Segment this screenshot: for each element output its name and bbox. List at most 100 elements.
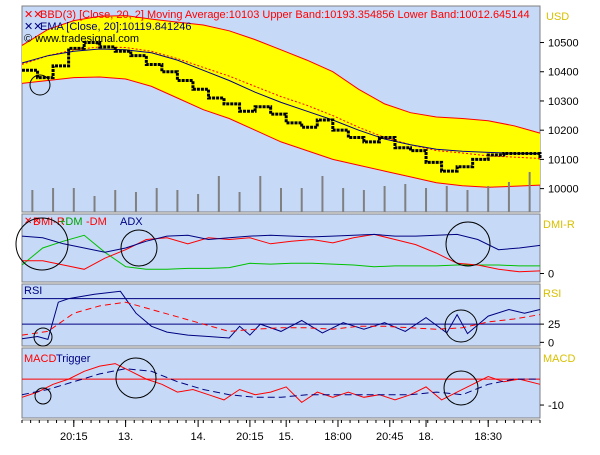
- macd-line: [21, 363, 541, 404]
- rsi-panel-background: [21, 283, 541, 347]
- ema-marker-icon: ✕✕: [24, 21, 42, 33]
- volume-bar: [114, 190, 117, 212]
- legend-macd: MACD: [24, 353, 56, 365]
- volume-bar: [404, 184, 407, 212]
- volume-bar: [321, 176, 324, 212]
- dmi-marker-icon: ✕✕: [24, 216, 41, 227]
- dmi-series-plusdm: [21, 234, 540, 270]
- indicator-title-line2: EMA [Close, 20]:10119.841246: [40, 21, 191, 33]
- dmi-panel: 0 ✕✕ DMI-R +DM -DM ADX DMI-R: [21, 213, 575, 283]
- volume-bars: [31, 172, 531, 212]
- annotation-circle: [115, 357, 157, 399]
- volume-bar: [72, 188, 75, 212]
- macd-y-axis: -10: [540, 400, 564, 412]
- dmi-panel-label: DMI-R: [543, 219, 575, 231]
- y-tick-label: 0: [548, 337, 554, 349]
- volume-bar: [155, 188, 158, 212]
- legend-minus-dm: -DM: [86, 216, 107, 228]
- volume-bar: [528, 172, 531, 212]
- rsi-y-axis: 0 25: [540, 319, 560, 349]
- x-tick-label: 18:00: [324, 431, 352, 443]
- dmi-y-axis: 0: [540, 269, 554, 281]
- legend-adx: ADX: [120, 216, 143, 228]
- x-tick-label: 15.: [279, 431, 294, 443]
- legend-trigger: Trigger: [56, 353, 91, 365]
- volume-bar: [445, 186, 448, 212]
- volume-bar: [197, 194, 200, 212]
- annotation-circle: [29, 74, 51, 96]
- annotation-circle: [34, 387, 52, 405]
- volume-bar: [93, 196, 96, 212]
- x-tick-label: 18.: [418, 431, 433, 443]
- indicator-title-line1: BBD(3) [Close, 20, 2] Moving Average:101…: [40, 9, 530, 21]
- y-tick-label: 10400: [548, 67, 579, 79]
- annotation-circle: [15, 217, 69, 271]
- y-tick-label: 10500: [548, 38, 579, 50]
- rsi-line: [21, 290, 541, 341]
- price-panel: 10000 10100 10200 10300 10400 10500 ✕✕ BBD(3)…: [21, 5, 579, 213]
- macd-panel-background: [21, 347, 541, 419]
- volume-bar: [217, 176, 220, 212]
- indicator-title: ✕✕ BBD(3) [Close, 20, 2] Moving Average:…: [24, 9, 530, 45]
- indicator-marker-icon: ✕✕: [24, 9, 42, 21]
- x-tick-label: 20:15: [236, 431, 264, 443]
- annotation-circle: [445, 221, 491, 267]
- rsi-lines: [21, 290, 541, 341]
- volume-bar: [176, 190, 179, 212]
- rsi-panel-label: RSI: [543, 288, 561, 300]
- y-tick-label: 0: [548, 269, 554, 281]
- macd-panel-label: MACD: [543, 353, 575, 365]
- trigger-line: [21, 368, 540, 398]
- y-tick-label: 10300: [548, 96, 579, 108]
- volume-bar: [362, 190, 365, 212]
- dmi-series-minusdm: [22, 233, 541, 273]
- legend-plus-dm: +DM: [59, 216, 83, 228]
- legend-rsi: RSI: [24, 285, 42, 297]
- volume-bar: [466, 190, 469, 212]
- macd-lines: [21, 363, 541, 404]
- volume-bar: [238, 192, 241, 212]
- annotation-circle: [33, 327, 53, 347]
- rsi-signal-line: [21, 301, 541, 336]
- price-unit-label: USD: [546, 11, 569, 23]
- lower-band-line: [21, 76, 541, 188]
- y-tick-label: 10000: [548, 184, 579, 196]
- y-tick-label: 10100: [548, 154, 579, 166]
- annotation-circles: [15, 74, 491, 406]
- x-axis: 20:15 13. 14. 20:15 15. 18:00 20:45 18. 18:30: [21, 419, 541, 443]
- dmi-series-adx: [21, 233, 541, 253]
- volume-bar: [259, 176, 262, 212]
- x-tick-label: 20:45: [376, 431, 404, 443]
- annotation-circle: [443, 370, 479, 406]
- price-lines: [21, 15, 542, 188]
- volume-bar: [425, 188, 428, 212]
- volume-bar: [342, 188, 345, 212]
- rsi-panel: 0 25 RSI RSI: [21, 283, 561, 349]
- volume-bar: [300, 188, 303, 212]
- volume-bar: [280, 188, 282, 212]
- volume-bar: [52, 188, 55, 212]
- bollinger-band-fill: [22, 15, 540, 188]
- upper-band-line: [21, 15, 541, 134]
- annotation-circle: [444, 309, 478, 343]
- volume-bar: [487, 186, 490, 212]
- watermark: © www.tradesignal.com: [24, 33, 139, 45]
- dmi-panel-background: [21, 213, 541, 283]
- x-tick-label: 13.: [118, 431, 133, 443]
- dmi-lines: [21, 233, 541, 273]
- y-tick-label: 25: [548, 319, 560, 331]
- volume-bar: [31, 190, 34, 212]
- close-price-line: [22, 41, 542, 173]
- legend-dmi-r: DMI-R: [33, 216, 65, 228]
- volume-bar: [383, 186, 386, 212]
- macd-panel: -10 MACD Trigger MACD: [21, 347, 575, 419]
- x-tick-label: 14.: [190, 431, 205, 443]
- y-tick-label: 10200: [548, 125, 579, 137]
- price-y-axis: 10000 10100 10200 10300 10400 10500: [540, 38, 579, 196]
- x-tick-label: 18:30: [474, 431, 502, 443]
- annotation-circle: [120, 229, 158, 267]
- x-tick-label: 20:15: [60, 431, 88, 443]
- volume-bar: [507, 182, 510, 212]
- ema-line: [21, 48, 541, 155]
